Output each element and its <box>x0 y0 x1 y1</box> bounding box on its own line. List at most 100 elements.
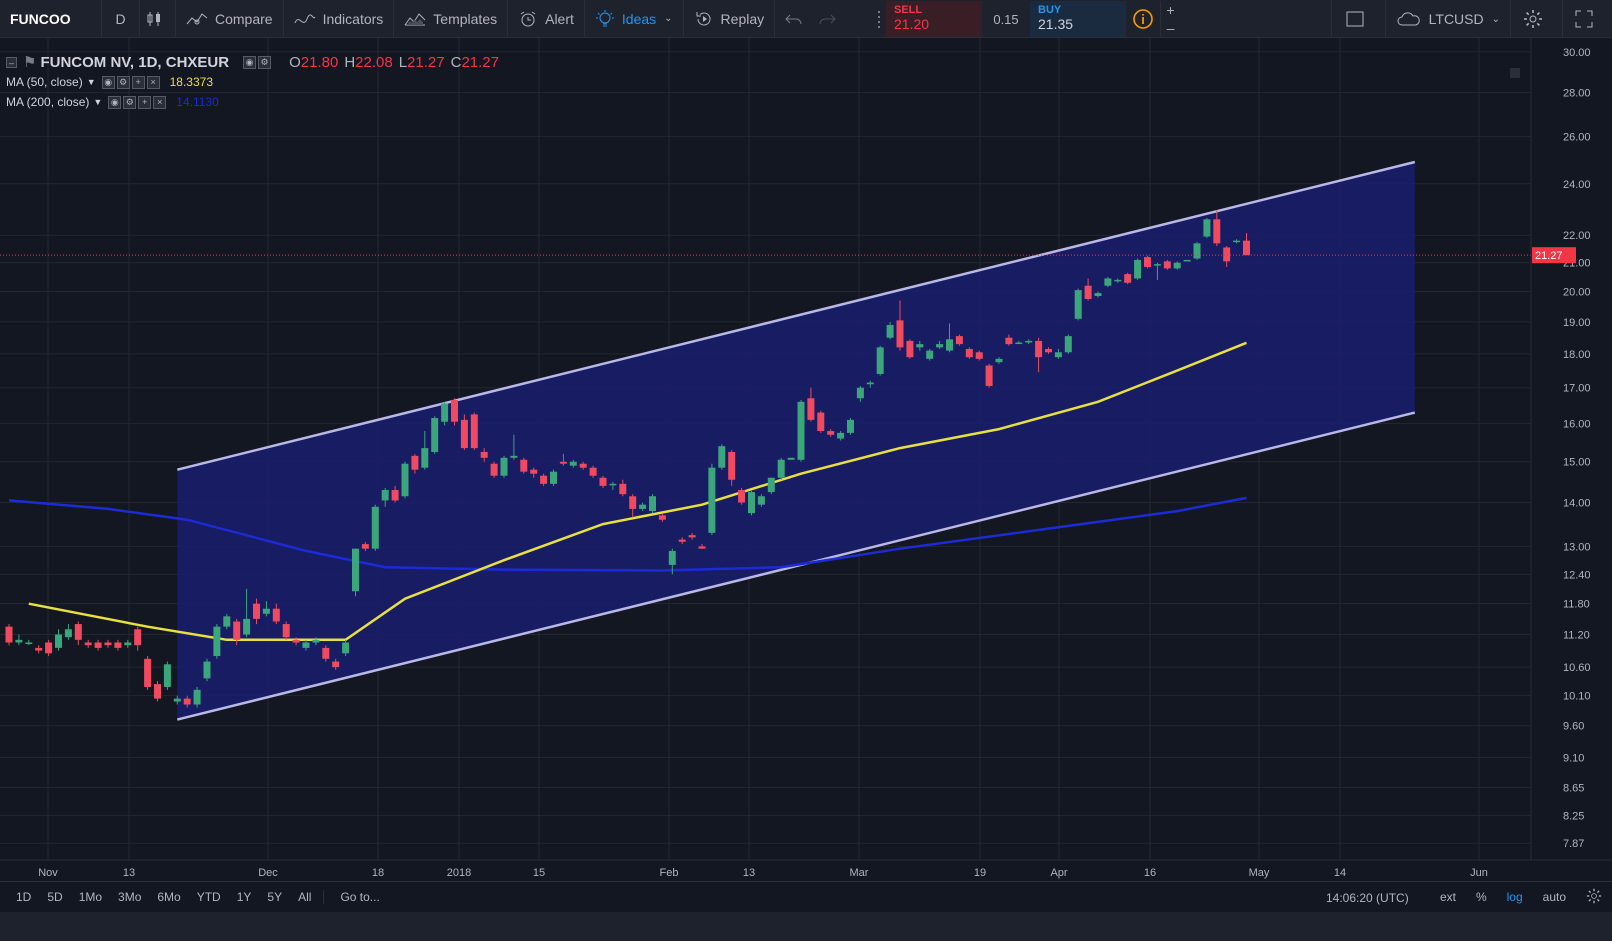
candle <box>1084 278 1092 301</box>
candle-body <box>104 642 112 646</box>
price-tick-label: 16.00 <box>1563 419 1591 431</box>
drag-handle-icon[interactable] <box>872 1 886 37</box>
minus-icon[interactable]: – <box>1166 20 1175 36</box>
candle <box>1054 349 1062 359</box>
settings-small-icon[interactable]: ⚙ <box>258 55 272 69</box>
templates-icon <box>404 12 426 25</box>
ma50-label[interactable]: MA (50, close) <box>6 75 83 89</box>
alert-button[interactable]: Alert <box>508 0 585 38</box>
fullscreen-button[interactable] <box>1562 0 1612 38</box>
info-icon <box>1133 9 1153 29</box>
range-3mo[interactable]: 3Mo <box>118 890 142 904</box>
chevron-down-icon[interactable]: ⌄ <box>1491 13 1500 25</box>
chevron-down-icon[interactable]: ⌄ <box>664 13 673 24</box>
candle <box>1114 278 1122 283</box>
ma200-value: 14.1130 <box>176 95 219 109</box>
interval-button[interactable]: D <box>102 0 140 38</box>
templates-button[interactable]: Templates <box>394 0 509 38</box>
candle-body <box>579 463 587 468</box>
layout-button[interactable] <box>1330 0 1385 38</box>
range-1y[interactable]: 1Y <box>236 890 252 904</box>
range-1mo[interactable]: 1Mo <box>78 890 103 904</box>
ma200-label[interactable]: MA (200, close) <box>6 95 90 109</box>
goto-button[interactable]: Go to... <box>323 890 380 904</box>
candle <box>1134 258 1142 280</box>
range-5y[interactable]: 5Y <box>267 890 283 904</box>
eye-icon[interactable]: ◉ <box>108 95 122 109</box>
candle-body <box>1243 240 1250 256</box>
candle-body <box>817 412 825 432</box>
info-button[interactable] <box>1126 1 1160 37</box>
candle-body <box>678 539 686 542</box>
price-chart[interactable]: 30.0028.0026.0024.0022.0021.0020.0019.00… <box>0 38 1612 881</box>
chart-type-button[interactable] <box>140 0 176 38</box>
chart-legend: – ⚑ FUNCOM NV, 1D, CHXEUR ◉ ⚙ O 21.80 H 22… <box>6 52 499 112</box>
log-toggle[interactable]: log <box>1506 890 1523 904</box>
candle-body <box>391 490 399 501</box>
candle-body <box>609 483 617 486</box>
range-5d[interactable]: 5D <box>47 890 63 904</box>
range-6mo[interactable]: 6Mo <box>157 890 181 904</box>
chevron-down-icon[interactable]: ▼ <box>86 77 96 87</box>
candle-body <box>1114 279 1122 282</box>
indicators-button[interactable]: Indicators <box>284 0 395 38</box>
remove-icon[interactable]: × <box>146 75 160 89</box>
percent-toggle[interactable]: % <box>1475 890 1487 904</box>
candle-body <box>1124 274 1132 283</box>
redo-icon[interactable] <box>818 11 836 27</box>
ideas-button[interactable]: Ideas ⌄ <box>585 0 684 38</box>
spread-value: 0.15 <box>982 1 1030 37</box>
candle-body <box>183 698 191 705</box>
range-ytd[interactable]: YTD <box>196 890 221 904</box>
range-1d[interactable]: 1D <box>16 890 32 904</box>
time-axis <box>0 860 1612 881</box>
flag-icon[interactable]: ⚑ <box>23 54 37 71</box>
legend-ma200-row: MA (200, close) ▼ ◉ ⚙ + × 14.1130 <box>6 92 499 112</box>
templates-label: Templates <box>433 10 498 27</box>
compare-button[interactable]: Compare <box>176 0 284 38</box>
chevron-down-icon[interactable]: ▼ <box>93 97 103 107</box>
candle-body <box>658 515 666 520</box>
candle-body <box>1173 262 1181 269</box>
candle <box>767 477 775 495</box>
collapse-icon[interactable]: – <box>6 56 17 68</box>
undo-icon[interactable] <box>785 11 803 27</box>
auto-toggle[interactable]: auto <box>1542 890 1566 904</box>
add-icon[interactable]: + <box>131 75 145 89</box>
candle <box>639 502 647 512</box>
eye-icon[interactable]: ◉ <box>101 75 115 89</box>
price-tick-label: 15.00 <box>1563 457 1591 469</box>
low-label: L <box>398 53 408 71</box>
add-icon[interactable]: + <box>138 95 152 109</box>
candle <box>629 494 637 518</box>
candle <box>1005 334 1013 346</box>
candle <box>550 469 557 486</box>
symbol-search[interactable]: FUNCOO <box>0 0 102 38</box>
candle <box>15 634 23 646</box>
cloud-layout-button[interactable]: LTCUSD ⌄ <box>1384 0 1510 38</box>
ma200-line <box>8 496 1247 572</box>
price-axis <box>1531 38 1612 860</box>
plus-icon[interactable]: + <box>1166 2 1175 18</box>
time-tick-label: 13 <box>123 867 135 879</box>
candle <box>589 465 597 478</box>
candle-body <box>777 459 785 478</box>
ext-toggle[interactable]: ext <box>1439 890 1456 904</box>
sell-button[interactable]: SELL 21.20 <box>886 1 982 37</box>
legend-title[interactable]: FUNCOM NV, 1D, CHXEUR <box>40 53 230 71</box>
price-tick-label: 28.00 <box>1563 88 1591 100</box>
gear-icon[interactable] <box>1576 888 1612 907</box>
settings-small-icon[interactable]: ⚙ <box>123 95 137 109</box>
remove-icon[interactable]: × <box>153 95 167 109</box>
replay-button[interactable]: Replay <box>684 0 776 38</box>
candle <box>886 321 894 340</box>
settings-button[interactable] <box>1510 0 1562 38</box>
candle-body <box>698 546 706 549</box>
ma50-value: 18.3373 <box>169 75 214 89</box>
buy-button[interactable]: BUY 21.35 <box>1030 1 1126 37</box>
range-all[interactable]: All <box>298 890 312 904</box>
eye-icon[interactable]: ◉ <box>243 55 257 69</box>
candle <box>64 624 72 640</box>
settings-small-icon[interactable]: ⚙ <box>116 75 130 89</box>
candle <box>1144 255 1151 269</box>
